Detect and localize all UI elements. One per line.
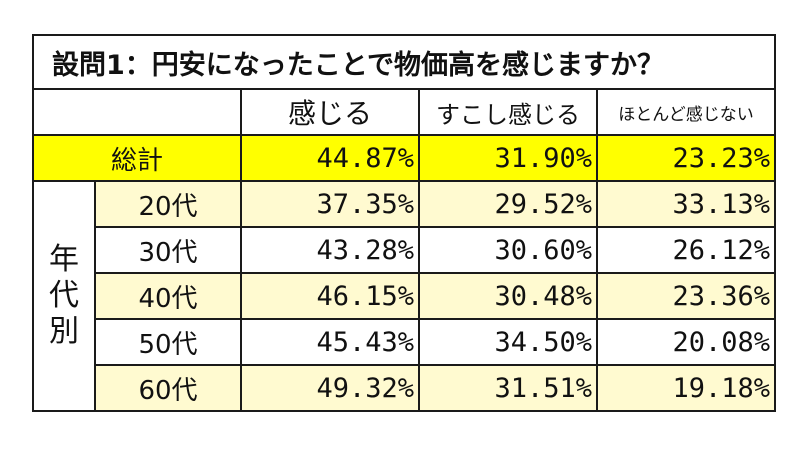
cell-value: 30.60% [418, 226, 598, 274]
cell-value: 33.13% [595, 180, 777, 228]
cell-value: 19.18% [595, 364, 777, 412]
cell-value: 46.15% [240, 272, 420, 320]
group-label-char: 別 [49, 314, 79, 349]
row-label: 60代 [94, 364, 242, 412]
table-row: 30代 43.28% 30.60% 26.12% [33, 226, 777, 274]
cell-value: 23.36% [595, 272, 777, 320]
total-value-hardly-feel: 23.23% [595, 134, 777, 182]
age-group-label: 年 代 別 [32, 180, 96, 412]
column-header-feel-slightly: すこし感じる [418, 88, 598, 136]
total-label: 総計 [32, 134, 242, 182]
table-row: 60代 49.32% 31.51% 19.18% [33, 364, 777, 412]
cell-value: 30.48% [418, 272, 598, 320]
row-label: 20代 [94, 180, 242, 228]
table-title: 設問1：円安になったことで物価高を感じますか？ [31, 34, 777, 90]
column-header-hardly-feel: ほとんど感じない [595, 88, 777, 136]
column-header-feel: 感じる [240, 88, 420, 136]
cell-value: 45.43% [240, 318, 420, 366]
group-label-char: 代 [49, 278, 79, 313]
row-label: 40代 [94, 272, 242, 320]
table-row: 40代 46.15% 30.48% 23.36% [33, 272, 777, 320]
total-value-feel: 44.87% [240, 134, 420, 182]
total-row: 総計 44.87% 31.90% 23.23% [32, 134, 777, 182]
survey-table-container: 設問1：円安になったことで物価高を感じますか？ 感じる すこし感じる ほとんど感… [31, 34, 777, 412]
table-row: 年 代 別 20代 37.35% 29.52% 33.13% [32, 180, 777, 412]
cell-value: 34.50% [418, 318, 598, 366]
cell-value: 29.52% [418, 180, 598, 228]
group-label-char: 年 [49, 242, 79, 277]
cell-value: 49.32% [240, 364, 420, 412]
row-label: 30代 [94, 226, 242, 274]
table-row: 50代 45.43% 34.50% 20.08% [33, 318, 777, 366]
total-value-feel-slightly: 31.90% [418, 134, 598, 182]
cell-value: 37.35% [240, 180, 420, 228]
row-label: 50代 [94, 318, 242, 366]
cell-value: 26.12% [595, 226, 777, 274]
cell-value: 43.28% [240, 226, 420, 274]
cell-value: 20.08% [595, 318, 777, 366]
cell-value: 31.51% [418, 364, 598, 412]
header-blank-cell [32, 88, 242, 136]
survey-table: 設問1：円安になったことで物価高を感じますか？ 感じる すこし感じる ほとんど感… [31, 34, 777, 412]
